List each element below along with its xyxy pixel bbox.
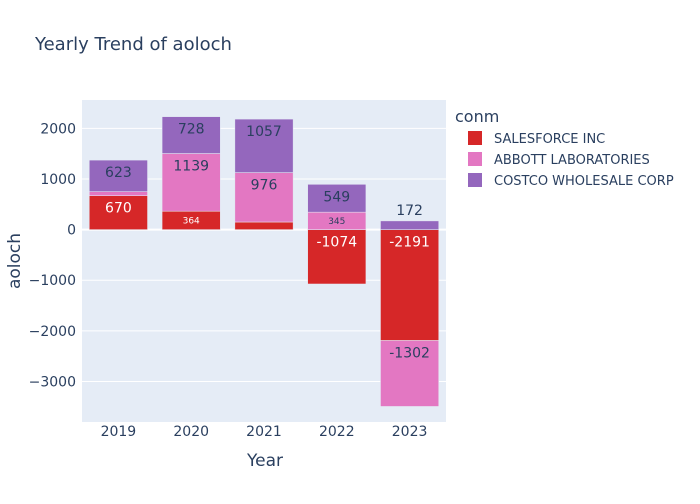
bar-segment [161,116,221,154]
x-tick-label: 2020 [173,424,209,440]
chart-title: Yearly Trend of aoloch [34,34,232,55]
y-tick-label: −2000 [29,324,76,340]
data-label: -1074 [316,235,357,251]
y-tick-label: 0 [67,223,76,239]
bars-group [89,116,439,407]
x-tick-label: 2023 [392,424,428,440]
bar-segment [380,229,439,341]
legend-item-label: ABBOTT LABORATORIES [494,153,650,168]
data-label: 623 [105,165,132,181]
y-axis-label: aoloch [5,233,25,289]
data-label: 1057 [246,124,282,140]
data-label: 345 [328,217,345,227]
x-tick-label: 2019 [101,424,137,440]
x-axis-label: Year [246,451,283,471]
data-label: 549 [323,189,350,205]
bar-segment [307,229,367,285]
bar-segment [380,340,439,407]
legend-item-label: SALESFORCE INC [494,132,605,147]
y-tick-label: −3000 [29,374,76,390]
legend-swatch [468,131,482,145]
legend: conm SALESFORCE INC ABBOTT LABORATORIES CO… [455,107,674,189]
data-label: 670 [105,201,132,217]
data-labels: 670 623 364 1139 728 976 1057 -1074 345 549 -2191 -… [105,122,430,362]
bar-segment [234,118,294,173]
data-label: 364 [183,216,200,226]
bar-segment [89,191,148,196]
data-label: 728 [178,122,205,138]
data-label: -2191 [389,235,430,251]
x-tick-label: 2021 [246,424,282,440]
data-label: 976 [251,178,278,194]
y-tick-labels: −3000 −2000 −1000 0 1000 2000 [29,121,76,390]
bar-segment [234,221,294,230]
x-tick-labels: 2019 2020 2021 2022 2023 [101,424,428,440]
y-tick-label: −1000 [29,273,76,289]
data-label: 172 [396,203,423,219]
bar-segment [307,184,367,213]
data-label: 1139 [173,159,209,175]
legend-swatch [468,152,482,166]
legend-title: conm [455,107,499,126]
bar-segment [89,195,148,230]
legend-swatch [468,173,482,187]
bar-segment [380,220,439,230]
bar-segment [89,159,148,192]
data-label: -1302 [389,346,430,362]
y-tick-label: 1000 [40,172,76,188]
legend-item-label: COSTCO WHOLESALE CORP [494,174,674,189]
y-tick-label: 2000 [40,121,76,137]
x-tick-label: 2022 [319,424,355,440]
